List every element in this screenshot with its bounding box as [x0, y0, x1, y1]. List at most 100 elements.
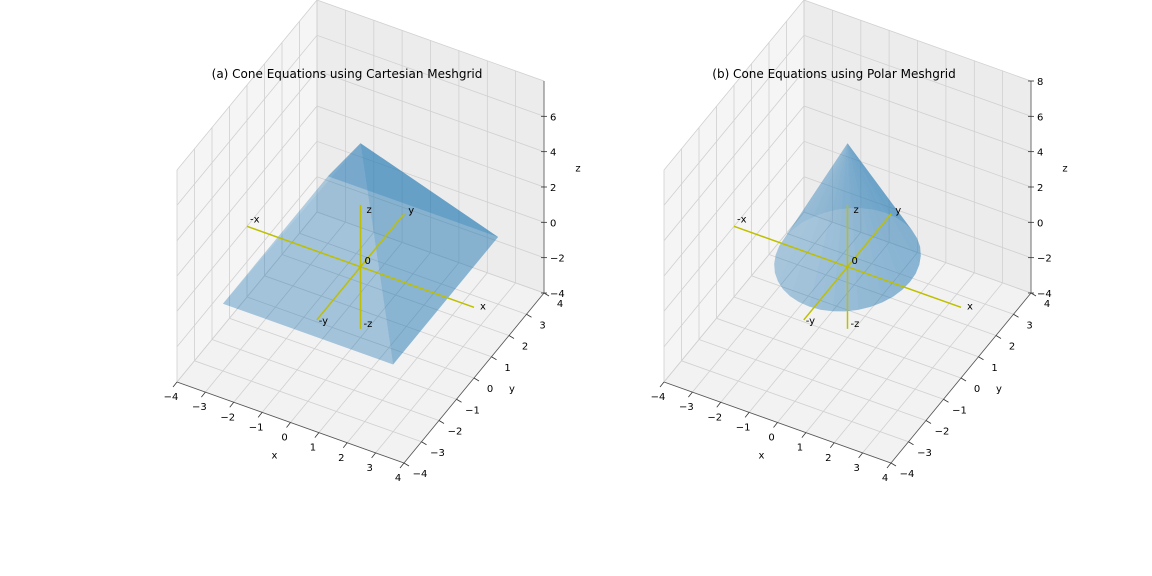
y-tick-mark	[456, 398, 462, 403]
z-positive-label: z	[854, 205, 859, 216]
gridline	[663, 70, 1032, 241]
x-tick-mark	[314, 432, 320, 438]
surface-facet	[785, 143, 848, 238]
surface-facet	[790, 143, 848, 302]
y-axis-label: y	[509, 384, 515, 395]
gridline	[663, 34, 1032, 206]
y-tick-label: 2	[522, 342, 528, 353]
x-tick-label: −1	[249, 422, 264, 433]
surface-facet	[820, 143, 848, 312]
z-negative-label: -z	[364, 319, 373, 330]
z-tick-label: 4	[550, 148, 556, 159]
x-tick-label: −4	[651, 392, 666, 403]
surface-facet	[847, 143, 893, 303]
y-tick-label: 4	[557, 299, 563, 310]
y-tick-mark	[1013, 313, 1019, 318]
surface-facet	[847, 143, 863, 209]
origin-label: 0	[365, 256, 371, 267]
surface-facet	[847, 143, 918, 239]
z-tick-label: 0	[1037, 218, 1043, 229]
gridline	[176, 34, 545, 206]
y-axis-label: y	[996, 384, 1002, 395]
x-tick-mark	[659, 381, 665, 388]
y-tick-label: −3	[917, 448, 932, 459]
surface-facet	[775, 143, 848, 255]
y-positive-label: y	[895, 206, 901, 217]
gridline	[663, 140, 1032, 312]
surface-facet	[809, 143, 848, 310]
surface-facet	[847, 143, 871, 310]
surface-facet	[774, 143, 848, 273]
y-tick-label: −4	[413, 469, 428, 480]
surface-facet	[798, 143, 848, 307]
x-tick-mark	[744, 412, 750, 418]
y-tick-mark	[960, 377, 967, 382]
y-tick-mark	[890, 462, 897, 467]
x-positive-label: x	[480, 301, 486, 312]
y-tick-mark	[526, 313, 532, 318]
y-tick-label: 4	[1044, 299, 1050, 310]
surface-facet	[847, 143, 897, 218]
surface-facet	[847, 143, 886, 213]
gridline	[663, 211, 1032, 383]
x-axis-label: x	[272, 451, 278, 462]
surface-facet	[824, 143, 848, 213]
surface-facet	[222, 143, 361, 304]
y-tick-mark	[1030, 292, 1037, 297]
surface-facet	[360, 143, 499, 365]
x-tick-mark	[371, 452, 376, 459]
y-tick-label: 1	[991, 363, 997, 374]
x-tick-mark	[172, 381, 178, 388]
gridline	[176, 140, 545, 312]
x-tick-label: 1	[797, 443, 803, 454]
gridline	[663, 176, 1032, 347]
surface-facet	[847, 143, 910, 290]
y-tick-mark	[543, 292, 550, 297]
z-axis-label: z	[1062, 163, 1067, 174]
surface-facet	[847, 143, 875, 210]
x-tick-label: 2	[825, 453, 831, 464]
z-negative-label: -z	[851, 319, 860, 330]
y-tick-mark	[473, 377, 480, 382]
surface-facet	[792, 143, 848, 230]
z-tick-label: 6	[1037, 112, 1043, 123]
x-tick-mark	[858, 452, 863, 459]
z-tick-label: 4	[1037, 148, 1043, 159]
gridline	[663, 105, 1032, 277]
z-axis-label: z	[575, 163, 580, 174]
surface-facet	[847, 143, 921, 256]
surface-facet	[774, 143, 848, 264]
z-tick-label: 0	[550, 218, 556, 229]
y-tick-mark	[403, 462, 410, 467]
gridline	[176, 105, 545, 277]
x-tick-label: −3	[192, 402, 207, 413]
x-tick-label: −2	[220, 412, 235, 423]
x-negative-label: -x	[250, 214, 260, 225]
surface-facet	[802, 143, 848, 223]
y-tick-label: 1	[504, 363, 510, 374]
x-tick-mark	[229, 402, 235, 408]
y-tick-label: −1	[465, 405, 480, 416]
gridline	[176, 70, 545, 241]
x-tick-mark	[399, 462, 405, 469]
y-tick-label: 3	[1026, 320, 1032, 331]
z-tick-label: 2	[550, 183, 556, 194]
x-negative-label: -x	[737, 214, 747, 225]
surface-facet	[836, 143, 850, 210]
y-tick-mark	[995, 335, 1002, 339]
x-tick-mark	[257, 412, 263, 418]
y-negative-label: -y	[806, 316, 815, 327]
x-tick-label: 4	[882, 473, 888, 484]
surface-facet	[832, 143, 848, 312]
z-tick-label: −4	[1037, 289, 1052, 300]
y-tick-label: 3	[539, 320, 545, 331]
y-tick-label: 2	[1009, 342, 1015, 353]
z-positive-label: z	[367, 205, 372, 216]
z-tick-label: −4	[550, 289, 565, 300]
y-tick-mark	[943, 398, 949, 403]
y-tick-mark	[978, 356, 984, 361]
y-tick-mark	[508, 335, 515, 339]
y-tick-label: −2	[448, 427, 463, 438]
chart-title: (b) Cone Equations using Polar Meshgrid	[712, 67, 955, 81]
